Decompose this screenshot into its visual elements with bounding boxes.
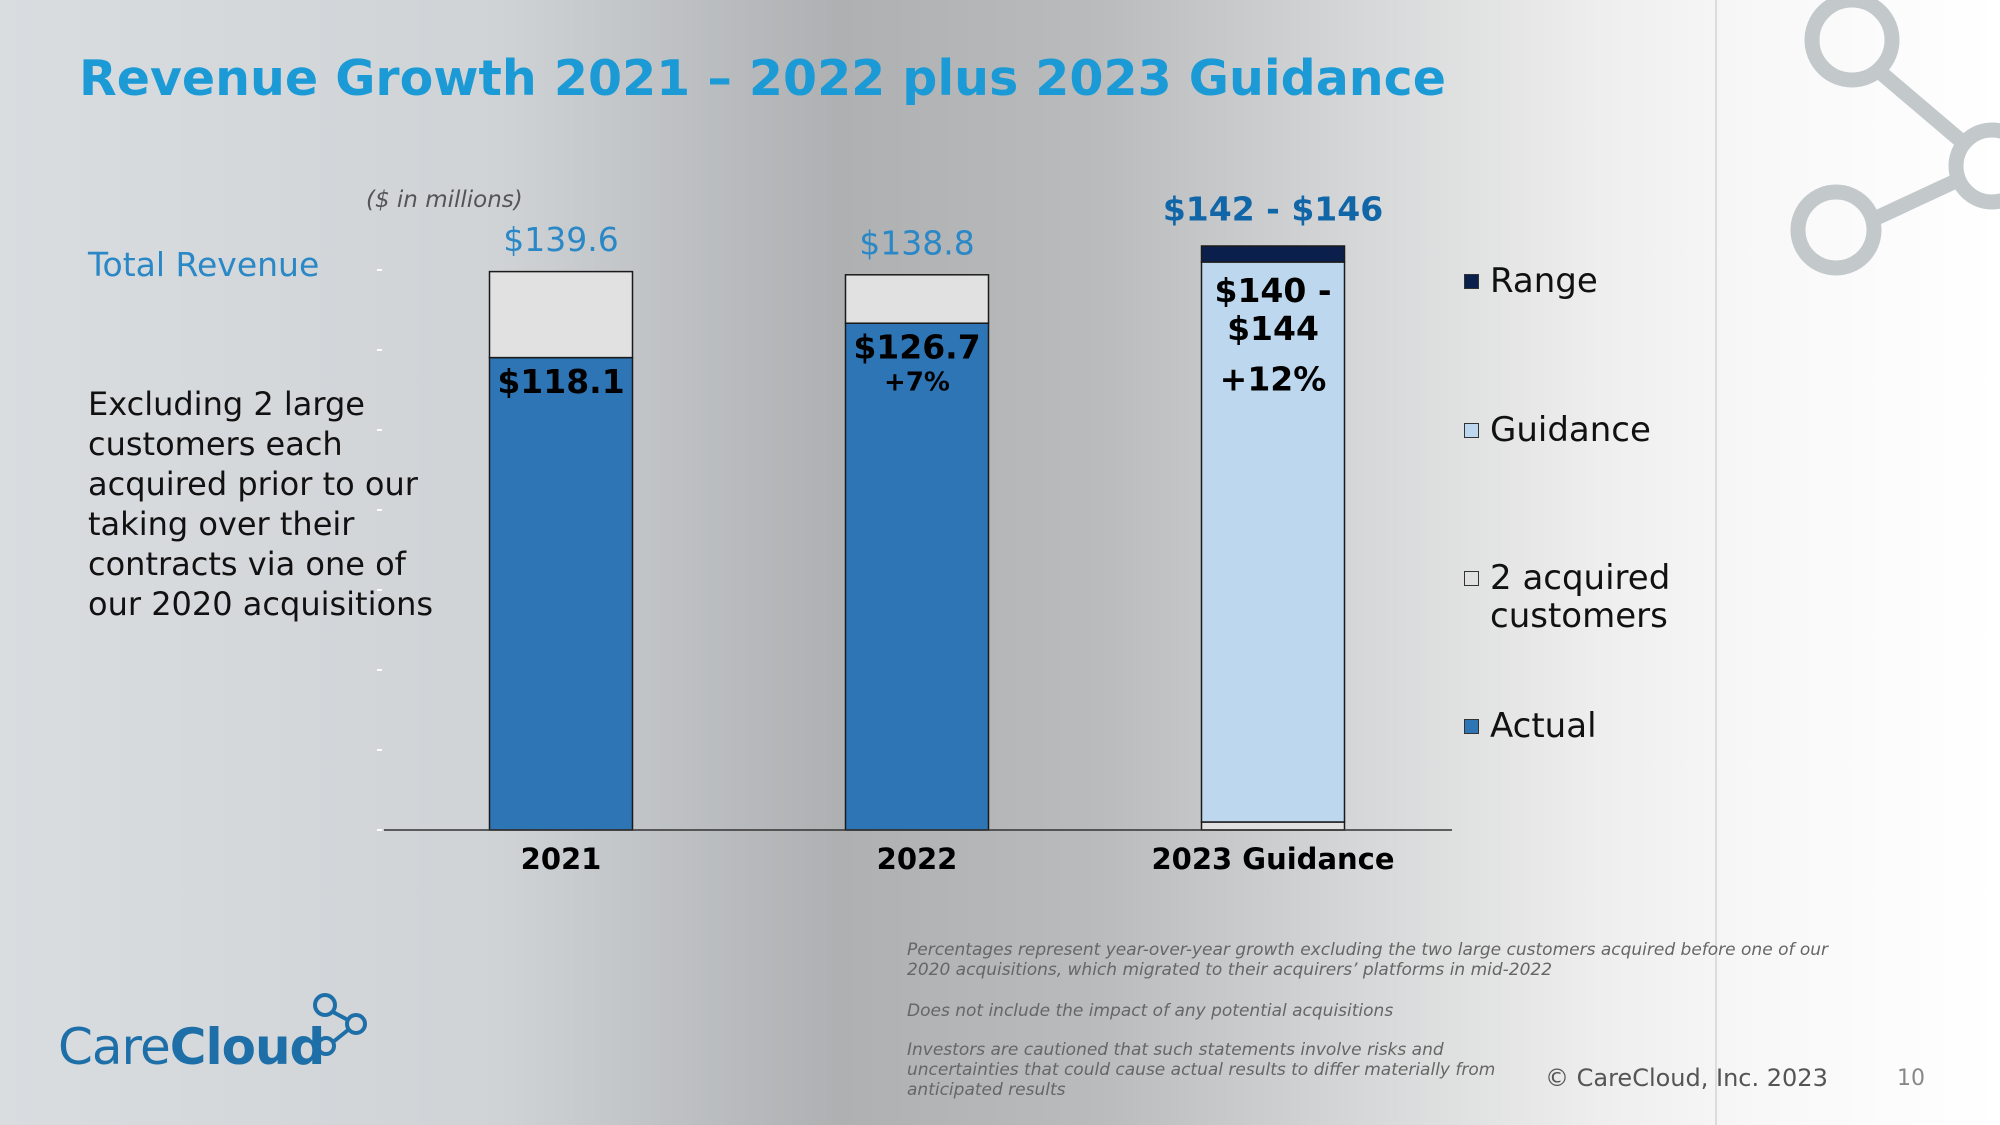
x-tick-label: 2023 Guidance: [1151, 842, 1394, 876]
unit-note: ($ in millions): [366, 187, 523, 213]
legend-swatch: [1464, 423, 1479, 438]
legend-item: 2 acquired customers: [1464, 559, 1730, 635]
legend-swatch: [1464, 719, 1479, 734]
x-tick-label: 2022: [877, 842, 958, 876]
side-heading: Total Revenue: [88, 245, 320, 284]
logo-part: Cloud: [169, 1018, 326, 1076]
page-number: 10: [1897, 1066, 1925, 1091]
footnote: Percentages represent year-over-year gro…: [907, 940, 1829, 980]
legend-label: Actual: [1490, 706, 1597, 746]
logo-part: Care: [58, 1018, 171, 1076]
total-label: $139.6: [503, 220, 618, 259]
guidance-label: $140 - $144: [1214, 271, 1332, 348]
bar-segment: [488, 356, 634, 831]
bar-segment: [488, 270, 634, 359]
total-label: $138.8: [859, 223, 974, 262]
legend-label: Range: [1490, 261, 1598, 301]
legend-item: Actual: [1464, 707, 1730, 745]
copyright: © CareCloud, Inc. 2023: [1545, 1064, 1828, 1092]
growth-label: +7%: [884, 368, 950, 398]
bar-segment: [1200, 245, 1346, 263]
value-label: $118.1: [497, 362, 624, 401]
total-label: $142 - $146: [1163, 190, 1383, 229]
bar-segment: [1200, 821, 1346, 831]
title: Revenue Growth 2021 – 2022 plus 2023 Gui…: [79, 50, 1446, 107]
bar-segment: [1200, 261, 1346, 823]
legend-swatch: [1464, 571, 1479, 586]
logo: CareCloud: [58, 1018, 326, 1076]
legend-item: Range: [1464, 262, 1730, 300]
logo-icon: [313, 993, 367, 1056]
x-tick-label: 2021: [521, 842, 602, 876]
growth-label: +12%: [1220, 360, 1327, 399]
side-note: Excluding 2 large customers each acquire…: [88, 385, 434, 623]
decor: [1790, 0, 2000, 276]
legend-label: 2 acquired customers: [1490, 558, 1671, 636]
bar-segment: [844, 274, 990, 324]
legend-label: Guidance: [1490, 410, 1651, 450]
footnote: Investors are cautioned that such statem…: [907, 1040, 1496, 1100]
legend-item: Guidance: [1464, 411, 1730, 449]
footnote: Does not include the impact of any poten…: [907, 1001, 1394, 1021]
legend-swatch: [1464, 274, 1479, 289]
value-label: $126.7: [853, 328, 980, 367]
bar-segment: [844, 322, 990, 831]
